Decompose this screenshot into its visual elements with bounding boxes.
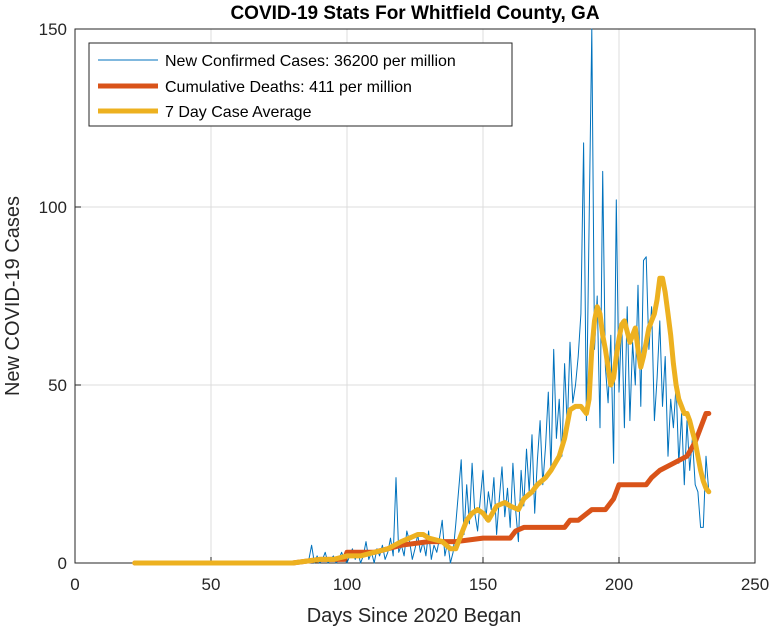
- chart-title: COVID-19 Stats For Whitfield County, GA: [230, 3, 599, 24]
- legend-label-new-cases: New Confirmed Cases: 36200 per million: [165, 53, 456, 70]
- y-tick-label: 0: [58, 554, 67, 573]
- legend-box: [88, 42, 513, 127]
- y-tick-labels: 0 50 100 150: [39, 20, 67, 573]
- y-axis-label: New COVID-19 Cases: [2, 196, 24, 396]
- legend: New Confirmed Cases: 36200 per million C…: [88, 42, 513, 127]
- y-tick-label: 50: [48, 376, 67, 395]
- y-tick-label: 100: [39, 198, 67, 217]
- x-axis-label: Days Since 2020 Began: [307, 605, 522, 627]
- x-tick-label: 50: [202, 575, 221, 594]
- x-tick-label: 150: [469, 575, 497, 594]
- legend-label-deaths: Cumulative Deaths: 411 per million: [165, 79, 412, 96]
- plot-area-frame: [74, 28, 756, 564]
- x-tick-labels: 0 50 100 150 200 250: [70, 575, 769, 594]
- legend-label-7day-avg: 7 Day Case Average: [165, 104, 312, 121]
- y-tick-label: 150: [39, 20, 67, 39]
- x-tick-label: 100: [333, 575, 361, 594]
- series-lines: [132, 28, 712, 566]
- seven-day-average-line: [132, 275, 712, 566]
- x-tick-label: 0: [70, 575, 79, 594]
- x-tick-label: 200: [605, 575, 633, 594]
- x-tick-label: 250: [741, 575, 769, 594]
- cumulative-deaths-line: [132, 411, 712, 566]
